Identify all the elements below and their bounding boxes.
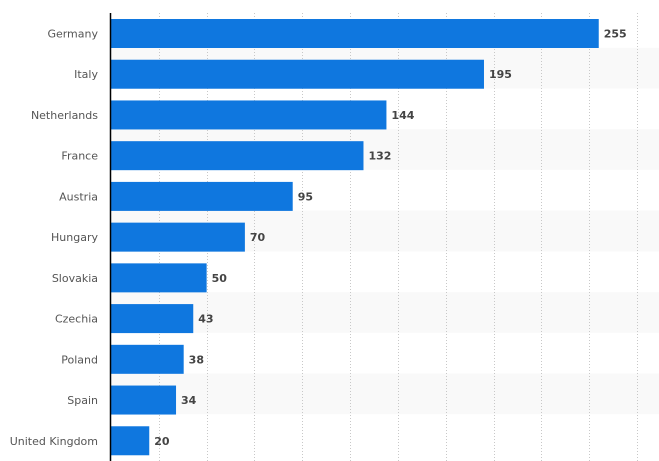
row-bands: [111, 47, 659, 415]
value-label: 43: [198, 313, 213, 326]
bar[interactable]: [111, 181, 293, 211]
category-label: Czechia: [55, 313, 98, 326]
category-label: Austria: [59, 190, 98, 203]
bar[interactable]: [111, 344, 184, 374]
bar[interactable]: [111, 19, 599, 48]
bar[interactable]: [111, 141, 364, 171]
category-label: Italy: [74, 68, 98, 81]
category-label: Poland: [61, 353, 98, 366]
value-label: 34: [181, 394, 197, 407]
row-band: [111, 373, 659, 415]
value-label: 144: [391, 109, 414, 122]
value-label: 95: [298, 190, 313, 203]
bar[interactable]: [111, 59, 484, 89]
value-label: 132: [368, 150, 391, 163]
category-label: Netherlands: [31, 109, 98, 122]
bars: [111, 19, 599, 456]
bar[interactable]: [111, 426, 150, 456]
value-label: 255: [604, 28, 627, 41]
row-band: [111, 292, 659, 333]
value-label: 70: [250, 231, 266, 244]
category-label: Germany: [47, 28, 98, 41]
category-label: France: [61, 150, 98, 163]
bar[interactable]: [111, 100, 387, 130]
value-label: 195: [489, 68, 512, 81]
value-label: 50: [212, 272, 228, 285]
category-label: Slovakia: [52, 272, 98, 285]
bar[interactable]: [111, 263, 207, 293]
category-label: Spain: [67, 394, 98, 407]
bar[interactable]: [111, 385, 177, 415]
value-label: 38: [189, 353, 204, 366]
bar[interactable]: [111, 222, 245, 252]
category-label: United Kingdom: [10, 435, 98, 448]
category-label: Hungary: [51, 231, 98, 244]
bar[interactable]: [111, 304, 194, 334]
value-label: 20: [154, 435, 170, 448]
category-labels: Germany Italy Netherlands France Austria Hung…: [10, 28, 99, 448]
value-labels: 255 195 144 132 95 70 50 43 38 34 20: [154, 28, 626, 448]
